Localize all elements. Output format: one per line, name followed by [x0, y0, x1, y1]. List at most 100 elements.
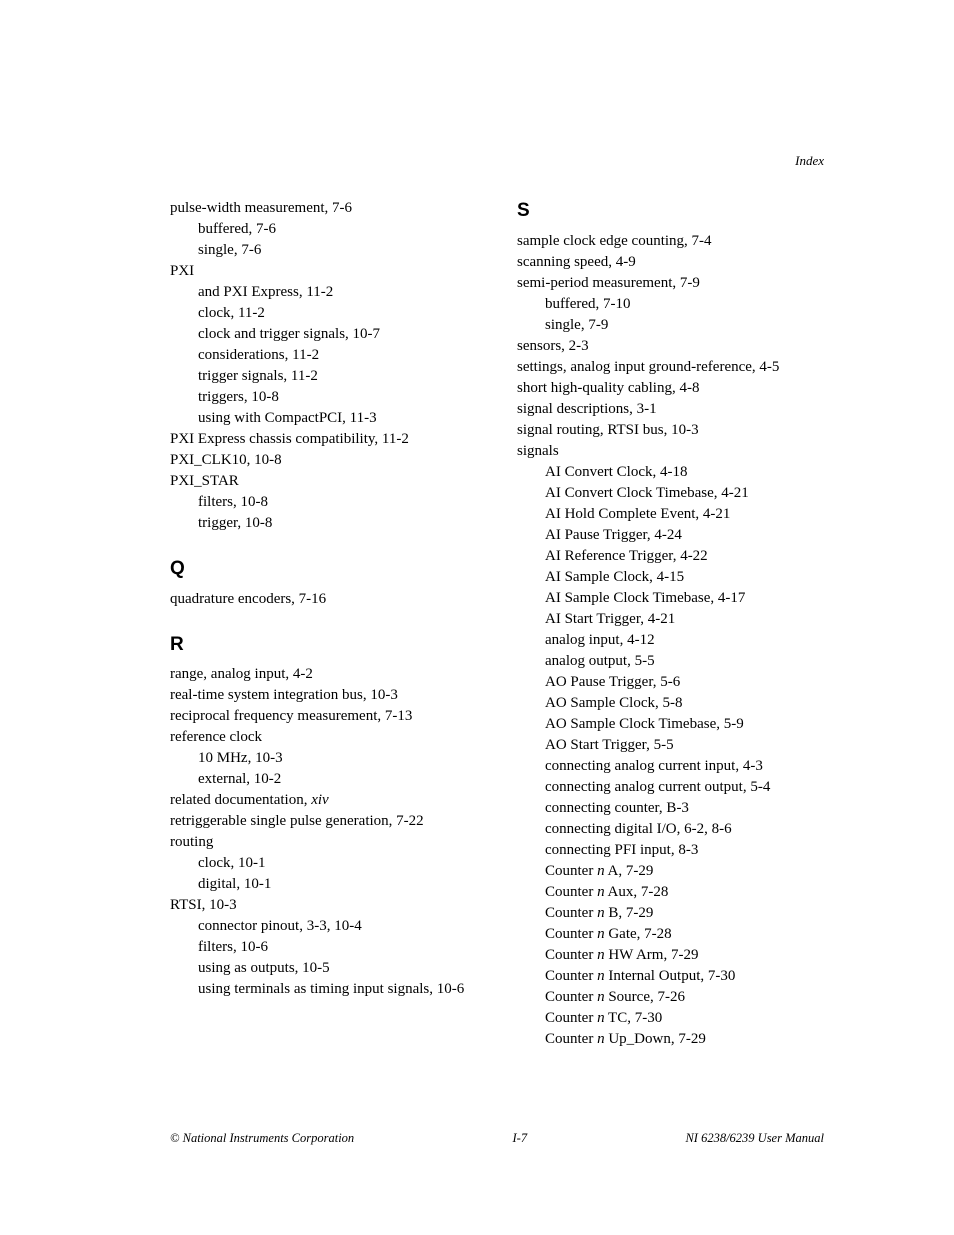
index-subentry: connecting PFI input, 8-3 — [517, 840, 824, 861]
left-column: pulse-width measurement, 7-6 buffered, 7… — [170, 198, 477, 1050]
index-italic: n — [597, 968, 605, 984]
footer-copyright: © National Instruments Corporation — [170, 1130, 354, 1148]
index-text: Counter — [545, 989, 597, 1005]
index-subentry: 10 MHz, 10-3 — [170, 748, 477, 769]
index-italic: n — [597, 905, 605, 921]
index-subentry: AI Reference Trigger, 4-22 — [517, 546, 824, 567]
index-subentry: and PXI Express, 11-2 — [170, 282, 477, 303]
index-subentry: clock, 11-2 — [170, 303, 477, 324]
index-entry-italic: xiv — [311, 792, 328, 808]
index-text: Internal Output, 7-30 — [605, 968, 736, 984]
header-index-label: Index — [795, 152, 824, 170]
index-subentry: considerations, 11-2 — [170, 345, 477, 366]
index-entry: sensors, 2-3 — [517, 336, 824, 357]
index-subentry: connecting analog current input, 4-3 — [517, 756, 824, 777]
index-entry: signals — [517, 441, 824, 462]
index-subentry: using terminals as timing input signals,… — [170, 979, 477, 1000]
index-entry: reciprocal frequency measurement, 7-13 — [170, 706, 477, 727]
index-subentry: Counter n Aux, 7-28 — [517, 882, 824, 903]
index-text: Aux, 7-28 — [605, 884, 669, 900]
index-entry: real-time system integration bus, 10-3 — [170, 685, 477, 706]
index-entry-text: related documentation, — [170, 792, 311, 808]
index-subentry: Counter n Source, 7-26 — [517, 987, 824, 1008]
index-italic: n — [597, 863, 605, 879]
index-entry: PXI_CLK10, 10-8 — [170, 450, 477, 471]
index-text: TC, 7-30 — [605, 1010, 663, 1026]
index-entry: short high-quality cabling, 4-8 — [517, 378, 824, 399]
index-entry: related documentation, xiv — [170, 790, 477, 811]
index-italic: n — [597, 926, 605, 942]
index-italic: n — [597, 1010, 605, 1026]
index-subentry: AO Sample Clock Timebase, 5-9 — [517, 714, 824, 735]
index-subentry: Counter n Internal Output, 7-30 — [517, 966, 824, 987]
index-entry: RTSI, 10-3 — [170, 895, 477, 916]
index-subentry: single, 7-9 — [517, 315, 824, 336]
index-text: Counter — [545, 863, 597, 879]
index-text: Counter — [545, 926, 597, 942]
index-subentry: trigger signals, 11-2 — [170, 366, 477, 387]
index-italic: n — [597, 947, 605, 963]
footer-page-number: I-7 — [513, 1130, 528, 1148]
right-column: S sample clock edge counting, 7-4 scanni… — [517, 198, 824, 1050]
index-entry: scanning speed, 4-9 — [517, 252, 824, 273]
index-entry: pulse-width measurement, 7-6 — [170, 198, 477, 219]
page-footer: © National Instruments Corporation I-7 N… — [170, 1130, 824, 1148]
index-subentry: AO Sample Clock, 5-8 — [517, 693, 824, 714]
index-subentry: AI Pause Trigger, 4-24 — [517, 525, 824, 546]
index-text: Counter — [545, 1031, 597, 1047]
index-text: Gate, 7-28 — [605, 926, 672, 942]
index-subentry: filters, 10-8 — [170, 492, 477, 513]
index-entry: routing — [170, 832, 477, 853]
index-subentry: buffered, 7-10 — [517, 294, 824, 315]
index-subentry: AI Convert Clock, 4-18 — [517, 462, 824, 483]
index-text: B, 7-29 — [605, 905, 654, 921]
index-text: Counter — [545, 905, 597, 921]
index-subentry: using as outputs, 10-5 — [170, 958, 477, 979]
index-columns: pulse-width measurement, 7-6 buffered, 7… — [170, 198, 824, 1050]
index-subentry: Counter n A, 7-29 — [517, 861, 824, 882]
index-subentry: Counter n Up_Down, 7-29 — [517, 1029, 824, 1050]
index-text: Source, 7-26 — [605, 989, 685, 1005]
index-subentry: analog input, 4-12 — [517, 630, 824, 651]
index-entry: signal descriptions, 3-1 — [517, 399, 824, 420]
index-subentry: external, 10-2 — [170, 769, 477, 790]
section-heading-r: R — [170, 632, 477, 659]
index-entry: quadrature encoders, 7-16 — [170, 589, 477, 610]
index-subentry: clock and trigger signals, 10-7 — [170, 324, 477, 345]
index-text: Counter — [545, 947, 597, 963]
index-subentry: Counter n B, 7-29 — [517, 903, 824, 924]
index-italic: n — [597, 1031, 605, 1047]
index-subentry: AO Pause Trigger, 5-6 — [517, 672, 824, 693]
index-text: A, 7-29 — [605, 863, 654, 879]
index-entry: sample clock edge counting, 7-4 — [517, 231, 824, 252]
index-subentry: AI Sample Clock Timebase, 4-17 — [517, 588, 824, 609]
index-subentry: connecting analog current output, 5-4 — [517, 777, 824, 798]
section-heading-s: S — [517, 198, 824, 225]
index-subentry: Counter n TC, 7-30 — [517, 1008, 824, 1029]
index-entry: reference clock — [170, 727, 477, 748]
index-subentry: AI Convert Clock Timebase, 4-21 — [517, 483, 824, 504]
index-subentry: triggers, 10-8 — [170, 387, 477, 408]
index-entry: signal routing, RTSI bus, 10-3 — [517, 420, 824, 441]
index-entry: PXI_STAR — [170, 471, 477, 492]
index-subentry: trigger, 10-8 — [170, 513, 477, 534]
index-text: Counter — [545, 884, 597, 900]
index-subentry: filters, 10-6 — [170, 937, 477, 958]
index-subentry: digital, 10-1 — [170, 874, 477, 895]
index-subentry: AI Hold Complete Event, 4-21 — [517, 504, 824, 525]
index-subentry: Counter n HW Arm, 7-29 — [517, 945, 824, 966]
index-entry: PXI Express chassis compatibility, 11-2 — [170, 429, 477, 450]
index-subentry: AI Sample Clock, 4-15 — [517, 567, 824, 588]
index-subentry: single, 7-6 — [170, 240, 477, 261]
index-subentry: Counter n Gate, 7-28 — [517, 924, 824, 945]
section-heading-q: Q — [170, 556, 477, 583]
index-subentry: using with CompactPCI, 11-3 — [170, 408, 477, 429]
index-text: Counter — [545, 1010, 597, 1026]
index-subentry: AI Start Trigger, 4-21 — [517, 609, 824, 630]
index-entry: semi-period measurement, 7-9 — [517, 273, 824, 294]
index-subentry: connecting digital I/O, 6-2, 8-6 — [517, 819, 824, 840]
index-italic: n — [597, 989, 605, 1005]
index-italic: n — [597, 884, 605, 900]
index-entry: PXI — [170, 261, 477, 282]
index-subentry: connecting counter, B-3 — [517, 798, 824, 819]
